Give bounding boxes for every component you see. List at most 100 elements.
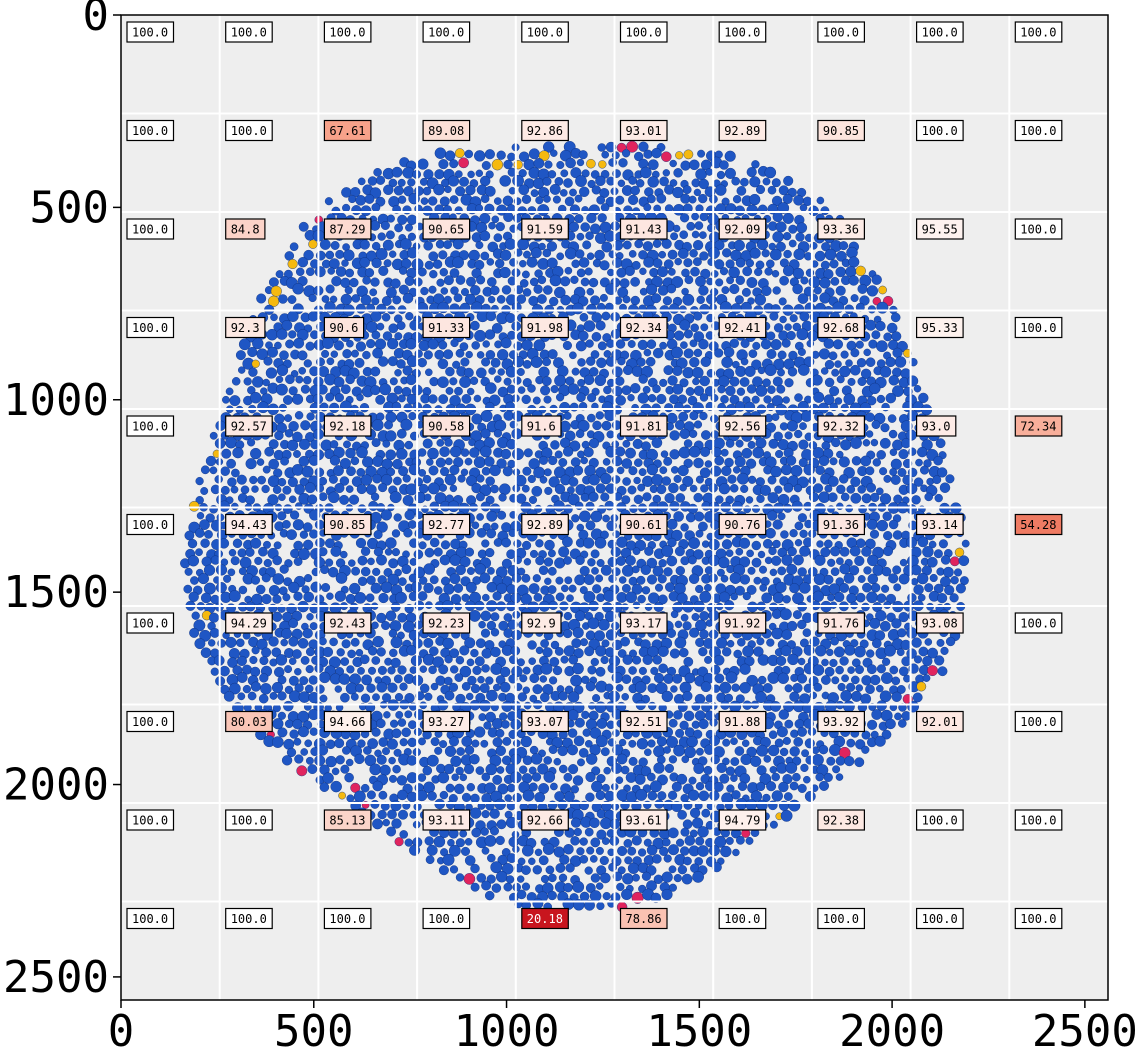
plot-frame [120,14,1109,1001]
particle [619,278,630,289]
particle [295,502,303,510]
particle [460,448,470,457]
particle [220,466,230,476]
particle [730,592,738,601]
particle [418,541,427,550]
particle [238,366,246,374]
cell-value: 67.61 [329,124,365,138]
particle [391,818,402,829]
cell-label-box [718,218,767,240]
particle [238,567,247,576]
particle [407,232,416,241]
cell-label-box [126,710,175,733]
particle [518,151,530,162]
particle [596,718,608,729]
particle [397,178,406,187]
particle [307,764,318,774]
cell-label: 67.61 [323,119,372,142]
particle [521,194,532,204]
particle [882,511,892,521]
particle [652,854,662,864]
particle [829,658,838,668]
particle [677,810,687,820]
particle [622,873,634,885]
particle [499,175,511,187]
particle [623,839,633,848]
particle [479,683,490,694]
cell-value: 94.79 [724,814,760,828]
particle [298,221,309,232]
particle [748,475,757,484]
particle [759,584,768,592]
cell-label: 54.28 [1014,513,1063,536]
particle [656,736,667,747]
cell-label-box [619,513,668,536]
particle [418,340,430,352]
particle [443,349,454,360]
particle [631,835,642,846]
particle [286,529,297,540]
particle [699,590,712,603]
particle [595,790,606,801]
y-tick-label: 1500 [3,567,109,618]
cell-value: 100.0 [823,912,859,926]
particle [733,239,745,252]
particle [737,781,748,791]
particle [277,691,287,701]
particle [846,738,856,748]
particle [249,391,262,404]
particle [440,287,449,295]
cell-value: 90.85 [823,124,859,138]
cell-value: 100.0 [231,26,267,40]
particle [827,558,836,567]
particle [607,268,615,277]
particle [596,357,607,368]
particle [571,367,580,376]
particle [850,348,860,358]
particle [308,293,317,303]
particle [788,224,798,234]
particle [811,746,820,755]
particle [580,277,590,287]
particle [372,693,380,702]
particle [711,862,722,873]
particle [632,873,640,882]
particle [460,468,469,476]
cell-label-box [422,907,471,930]
particle [519,259,527,268]
particle [691,613,700,621]
particle [394,332,403,341]
particle [657,266,669,278]
particle [403,528,413,538]
x-tick-label: 500 [274,1006,353,1057]
particle [394,223,403,233]
particle [720,448,729,457]
particle [879,690,892,703]
particle [954,547,965,558]
particle [528,766,537,775]
particle [667,249,678,260]
cell-value: 100.0 [132,321,168,335]
particle [677,465,689,477]
particle [223,691,235,702]
particle [475,492,485,502]
particle [687,503,698,515]
cell-label: 92.34 [619,316,668,339]
particle [854,757,865,768]
particle [321,583,331,592]
particle [468,249,480,262]
particle [209,431,218,440]
x-tick-label: 1500 [646,1006,752,1057]
particle [617,866,626,875]
particle [783,175,794,186]
cell-label-box [323,809,372,831]
particle [830,567,840,577]
particle [407,737,417,748]
cell-label-box [422,612,471,634]
particle [641,675,651,685]
particle [682,293,695,306]
particle [219,665,230,677]
cell-label: 100.0 [126,907,175,930]
particle [481,466,491,476]
particle [397,612,408,623]
